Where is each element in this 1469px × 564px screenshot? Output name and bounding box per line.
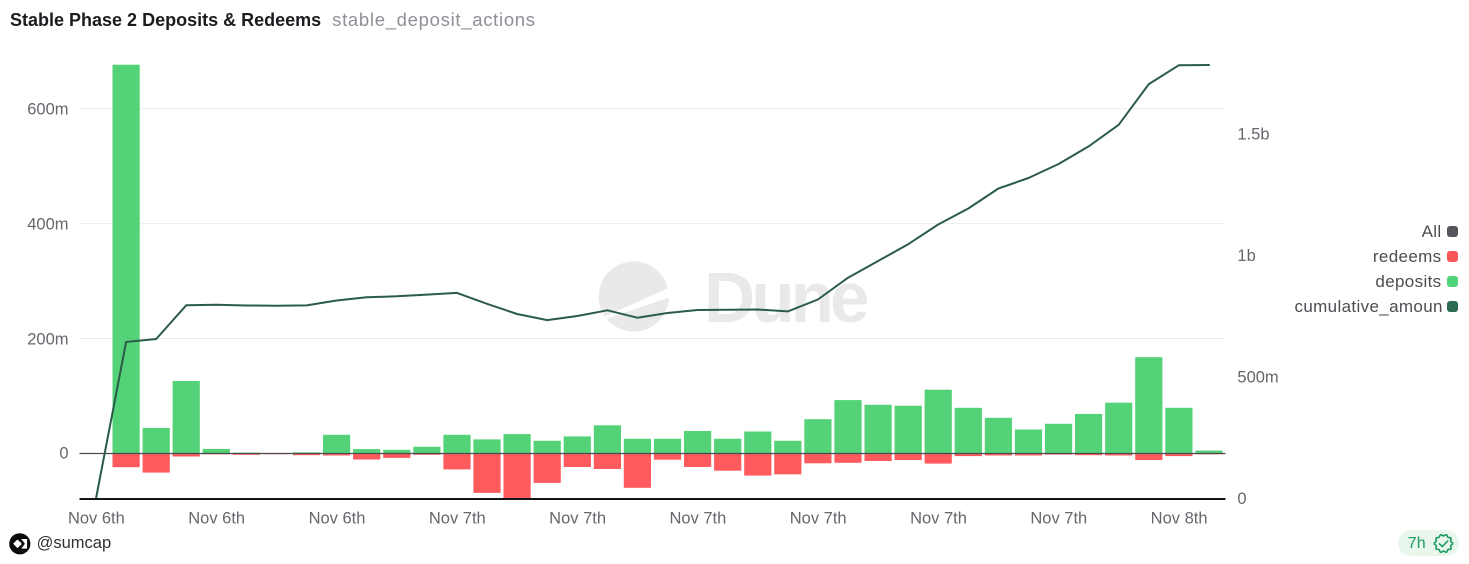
svg-text:Nov 7th: Nov 7th [910, 510, 967, 528]
svg-text:Nov 6th: Nov 6th [188, 510, 245, 528]
svg-text:200m: 200m [27, 330, 68, 348]
svg-text:0: 0 [1237, 490, 1246, 508]
svg-text:600m: 600m [27, 100, 68, 118]
svg-text:Nov 7th: Nov 7th [549, 510, 606, 528]
svg-text:Dune: Dune [704, 259, 868, 338]
svg-text:500m: 500m [1237, 368, 1278, 386]
svg-text:400m: 400m [27, 215, 68, 233]
svg-text:1b: 1b [1237, 247, 1255, 265]
svg-text:Nov 6th: Nov 6th [68, 510, 125, 528]
svg-text:Nov 8th: Nov 8th [1151, 510, 1208, 528]
svg-text:Nov 6th: Nov 6th [309, 510, 366, 528]
svg-text:1.5b: 1.5b [1237, 125, 1269, 143]
svg-text:Nov 7th: Nov 7th [790, 510, 847, 528]
svg-text:Nov 7th: Nov 7th [669, 510, 726, 528]
svg-text:0: 0 [59, 445, 68, 463]
svg-text:Nov 7th: Nov 7th [429, 510, 486, 528]
svg-text:Nov 7th: Nov 7th [1030, 510, 1087, 528]
